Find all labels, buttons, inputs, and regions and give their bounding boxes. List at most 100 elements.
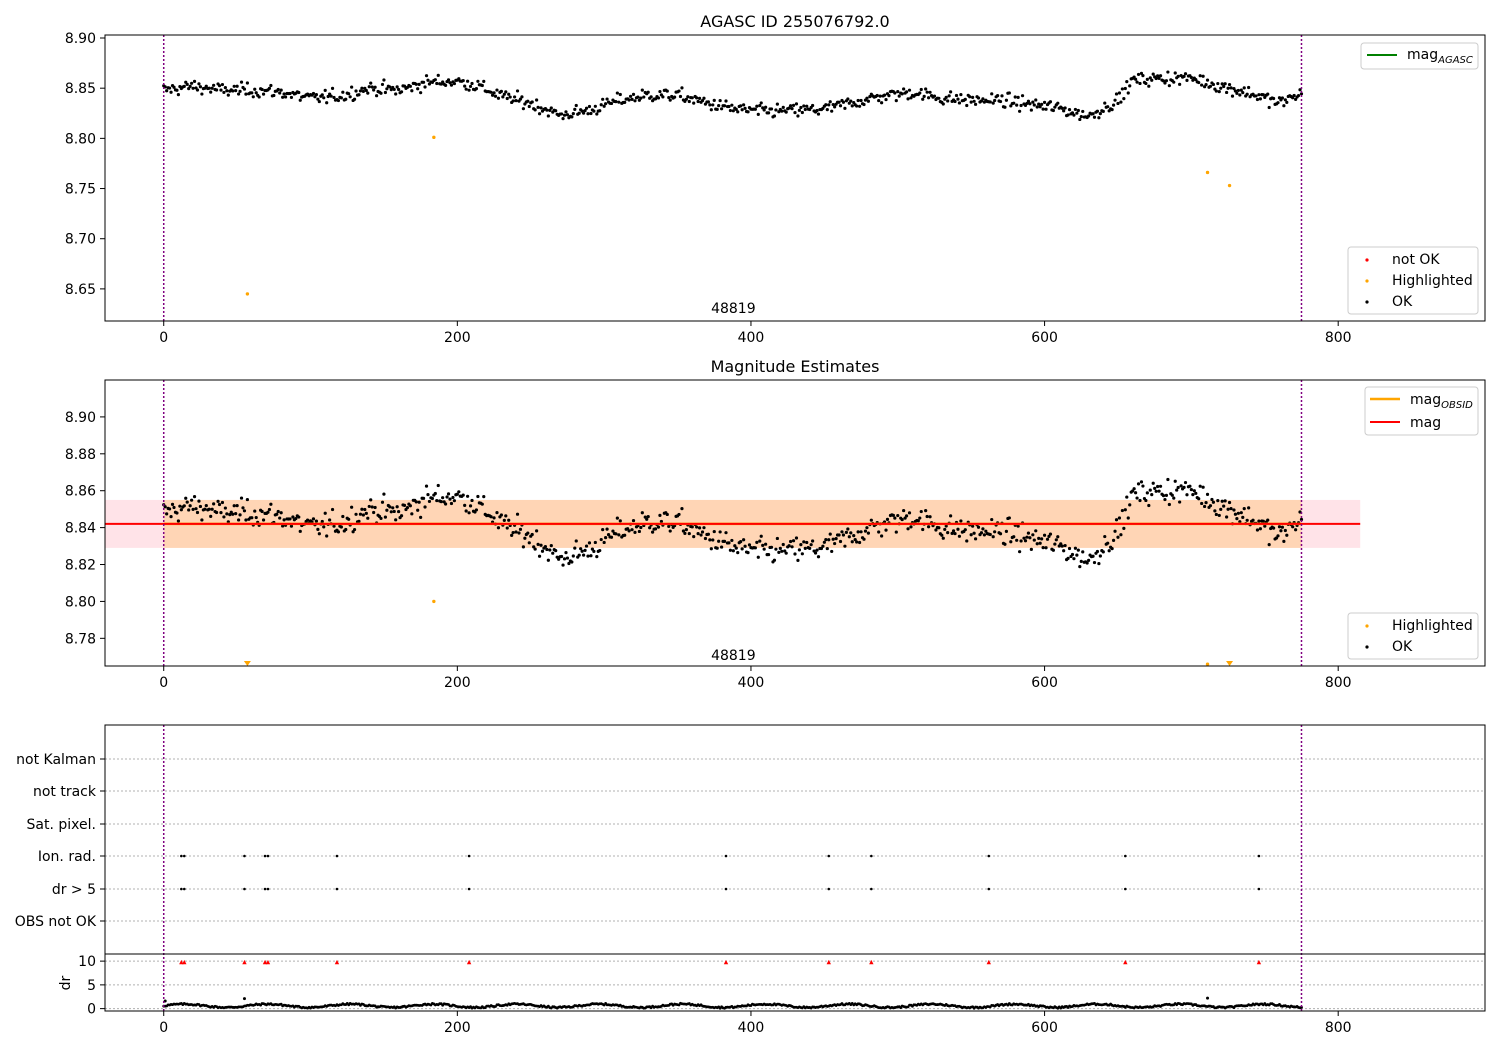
agasc-ok-point [1035,105,1039,109]
magnitude-ok-point [421,496,426,500]
magnitude-ok-point [1003,542,1007,546]
magnitude-ok-point [730,538,734,543]
magnitude-ok-point [239,496,244,500]
magnitude-ok-point [341,514,345,519]
magnitude-ok-point [1238,520,1242,524]
agasc-ok-point [369,81,373,85]
agasc-ok-point [731,109,735,113]
agasc-ok-point [805,104,809,108]
agasc-ok-point [234,89,238,93]
magnitude-ok-point [192,495,197,499]
magnitude-ok-point [586,554,590,558]
agasc-ok-point [902,87,906,91]
magnitude-ok-point [373,505,377,510]
agasc-ok-point [468,84,473,89]
magnitude-ok-point [197,499,201,503]
magnitude-ok-point [417,500,421,504]
magnitude-ok-point [449,501,454,506]
agasc-ok-point [877,98,881,103]
magnitude-ok-point [990,517,994,522]
agasc-ok-point [507,92,511,96]
magnitude-ok-point [846,527,850,531]
agasc-ok-point [887,94,891,98]
magnitude-ok-point [336,530,341,534]
magnitude-ok-point [1280,525,1285,529]
magnitude-ok-point [1251,518,1255,522]
agasc-ok-point [283,95,288,99]
agasc-ok-point [946,99,950,103]
agasc-ok-point [260,87,264,92]
agasc-ok-point [1003,105,1007,109]
magnitude-ok-point [523,536,527,540]
magnitude-ok-point [1233,512,1238,516]
agasc-ok-point [546,114,550,118]
magnitude-ok-point [1095,549,1100,554]
agasc-ok-point [554,109,558,113]
agasc-ok-point [207,86,211,90]
agasc-ok-point [758,103,762,108]
magnitude-ok-point [1158,484,1163,488]
agasc-ytick-label: 8.80 [65,131,96,147]
magnitude-ok-point [1241,515,1245,519]
magnitude-ok-point [495,511,499,515]
agasc-ok-point [695,96,699,100]
agasc-ok-point [357,93,361,97]
agasc-ok-point [1020,94,1025,98]
magnitude-ok-point [1073,546,1078,550]
magnitude-ok-point [476,494,480,499]
magnitude-ok-point [1101,550,1105,554]
agasc-ok-point [282,92,286,96]
dr-threshold-marker [986,959,991,965]
magnitude-ok-point [681,529,686,533]
magnitude-ok-point [772,558,777,562]
agasc-ok-point [855,104,859,108]
magnitude-ok-point [857,540,862,545]
magnitude-ok-point [780,549,784,553]
agasc-ok-point [251,95,255,99]
agasc-ok-point [696,99,700,104]
magnitude-ok-point [430,496,434,501]
magnitude-ok-point [796,558,800,562]
agasc-ok-point [790,107,794,111]
agasc-ok-point [172,85,176,89]
agasc-ok-point [1151,72,1155,76]
magnitude-ok-point [976,525,981,529]
agasc-ok-point [667,95,671,100]
agasc-ok-point [352,97,357,101]
legend-label-ok: OK [1392,639,1413,655]
magnitude-ok-point [853,538,857,542]
magnitude-ok-point [919,509,923,514]
agasc-ok-point [1103,101,1107,105]
agasc-ok-point [742,103,746,107]
magnitude-ok-point [165,512,169,516]
magnitude-offscale-marker [1226,661,1234,666]
agasc-line-legend: magAGASC [1360,42,1479,70]
agasc-ok-point [452,81,457,86]
agasc-ok-point [609,101,614,106]
agasc-ok-point [182,84,186,88]
dr-threshold-marker [869,959,874,965]
agasc-ok-point [673,95,677,99]
magnitude-ok-point [1261,519,1265,523]
magnitude-ok-point [1245,518,1249,522]
agasc-ok-point [708,103,712,107]
magnitude-ok-point [536,542,540,546]
agasc-ok-point [774,108,778,112]
agasc-ok-point [1078,117,1082,122]
flags-panel: not Kalman not track Sat. pixel. Ion. rad. d… [15,724,1486,1036]
agasc-ok-point [1019,103,1023,108]
agasc-ok-point [574,103,578,108]
agasc-ok-point [926,96,931,100]
ion-rad-flag-point [724,854,728,858]
agasc-ok-point [993,98,997,103]
magnitude-ok-point [1076,548,1080,552]
agasc-ok-point [1123,86,1127,91]
magnitude-xtick-label: 600 [1031,675,1058,691]
agasc-ok-point [399,90,404,94]
agasc-ok-point [1091,112,1095,116]
magnitude-ok-point [891,513,895,517]
magnitude-ok-point [518,527,523,531]
magnitude-ok-point [332,524,336,528]
magnitude-ok-point [769,545,774,549]
magnitude-ok-point [269,502,273,506]
